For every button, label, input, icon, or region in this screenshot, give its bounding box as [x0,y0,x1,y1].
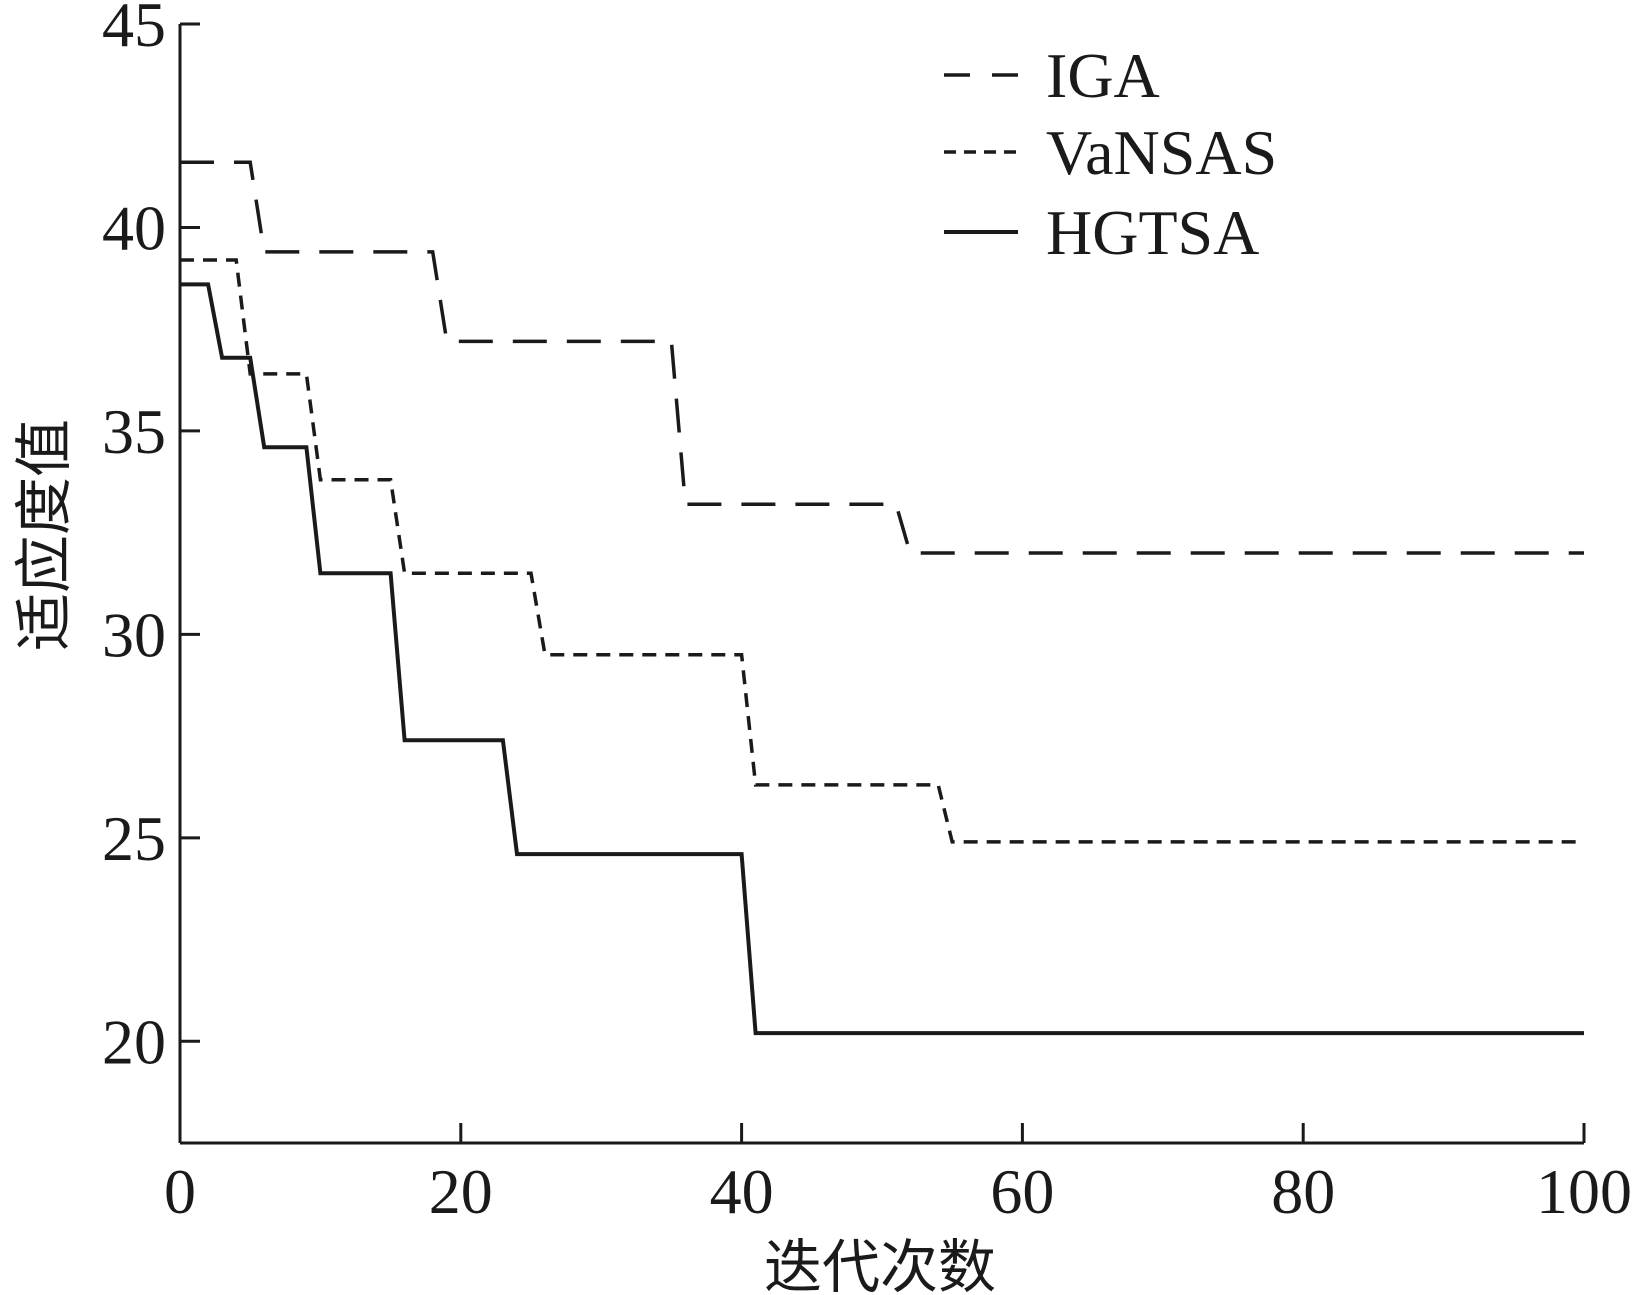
x-axis-title: 迭代次数 [764,1233,996,1295]
y-tick-label: 35 [102,396,166,467]
x-tick-label: 100 [1536,1156,1632,1227]
legend-label-vansas: VaNSAS [1046,117,1277,188]
series-line-iga [180,160,1584,555]
x-tick-label: 80 [1271,1156,1335,1227]
axes: 0 20 40 60 80 100 20 25 30 35 40 45 [102,0,1632,1227]
y-tick-label: 25 [102,803,166,874]
x-tick-label: 60 [990,1156,1054,1227]
series-line-hgtsa [180,282,1584,1036]
y-tick-label: 40 [102,192,166,263]
y-tick-label: 45 [102,0,166,60]
y-tick-label: 20 [102,1006,166,1077]
y-axis-title: 适应度值 [10,419,78,651]
x-tick-label: 20 [429,1156,493,1227]
x-tick-label: 0 [164,1156,196,1227]
y-tick-label: 30 [102,599,166,670]
legend-label-iga: IGA [1046,40,1160,111]
x-tick-label: 40 [710,1156,774,1227]
plot-area [180,160,1584,1036]
series-line-vansas [180,258,1584,844]
legend-label-hgtsa: HGTSA [1046,197,1259,268]
